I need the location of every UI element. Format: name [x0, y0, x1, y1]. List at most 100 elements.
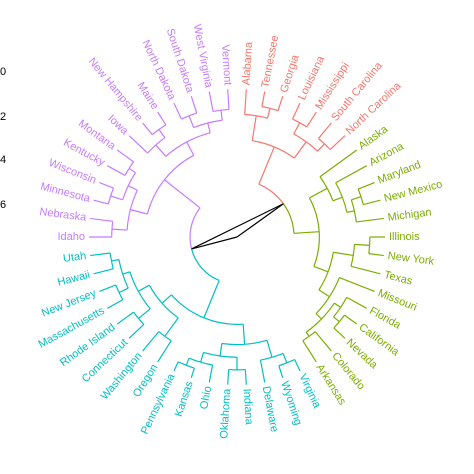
branch-link [110, 195, 123, 201]
branch-arc [274, 146, 295, 159]
leaf-label: Tennessee [259, 34, 281, 89]
leaf-label: Wyoming [278, 380, 304, 427]
branch-link [344, 314, 358, 325]
branch-arc [111, 221, 114, 230]
branch-link [155, 144, 167, 157]
branch-link [332, 196, 343, 202]
branch-arc [350, 199, 355, 211]
branch-link [319, 149, 358, 178]
branch-arc [305, 141, 318, 152]
branch-link [161, 294, 172, 304]
branch-link [309, 187, 328, 199]
branch-link [236, 203, 284, 238]
branch-link [116, 311, 134, 325]
branch-arc [190, 248, 220, 282]
branch-arc [188, 357, 201, 363]
branch-link [142, 122, 153, 136]
leaf-label: Utah [62, 250, 87, 265]
branch-link [335, 165, 367, 184]
branch-link [99, 284, 117, 293]
branch-arc [110, 260, 114, 269]
leaf-label: New Mexico [383, 178, 444, 205]
branch-link [200, 352, 205, 363]
axis-label: 0 [0, 66, 6, 78]
branch-arc [350, 255, 354, 267]
branch-link [293, 141, 307, 159]
branch-link [116, 149, 134, 163]
branch-link [351, 196, 362, 201]
branch-arc [126, 209, 131, 231]
branch-arc [352, 244, 356, 256]
branch-link [227, 369, 230, 385]
branch-arc [122, 273, 129, 289]
branch-arc [165, 141, 187, 157]
branch-link [244, 89, 247, 115]
branch-link [302, 340, 317, 363]
branch-arc [333, 307, 342, 318]
branch-link [266, 340, 273, 358]
branch-arc [221, 342, 245, 346]
branch-arc [308, 197, 320, 232]
branch-arc [110, 187, 115, 197]
branch-link [282, 353, 288, 364]
branch-link [118, 287, 129, 294]
branch-link [329, 135, 346, 150]
branch-link [90, 252, 111, 257]
branch-arc [286, 358, 295, 364]
branch-link [346, 210, 355, 214]
branch-link [157, 111, 167, 126]
branch-arc [258, 183, 284, 205]
branch-arc [155, 137, 166, 146]
branch-arc [146, 179, 165, 215]
axis-label: 6 [0, 199, 6, 211]
branch-link [128, 135, 148, 154]
branch-arc [109, 252, 113, 262]
branch-link [278, 365, 284, 378]
axis-label: 2 [0, 111, 6, 123]
branch-link [266, 108, 271, 119]
branch-arc [189, 207, 201, 250]
branch-link [354, 243, 370, 246]
leaf-label: Hawaii [56, 269, 91, 289]
branch-arc [340, 297, 348, 308]
axis-label: 4 [0, 154, 6, 166]
branch-link [188, 115, 195, 128]
branch-link [333, 251, 354, 257]
branch-link [350, 265, 381, 275]
branch-link [293, 231, 320, 234]
branch-arc [357, 188, 362, 197]
branch-arc [200, 361, 213, 366]
branch-link [164, 317, 179, 337]
branch-arc [207, 119, 223, 124]
branch-link [318, 289, 330, 298]
leaf-label: Indiana [241, 388, 255, 426]
branch-arc [133, 311, 139, 319]
branch-link [157, 340, 172, 363]
branch-link [190, 367, 195, 378]
branch-link [251, 115, 257, 141]
leaf-label: Delaware [260, 385, 280, 433]
branch-link [173, 361, 179, 372]
branch-link [315, 313, 322, 320]
branch-link [207, 122, 211, 133]
branch-arc [327, 252, 334, 273]
branch-link [203, 280, 220, 319]
branch-link [111, 228, 128, 231]
branch-link [164, 179, 201, 209]
branch-arc [203, 317, 244, 325]
branch-link [122, 271, 131, 275]
branch-arc [313, 231, 320, 267]
branch-arc [244, 339, 268, 345]
leaf-label: Alabama [240, 41, 255, 86]
branch-arc [269, 107, 279, 112]
branch-arc [219, 355, 238, 358]
branch-arc [360, 196, 364, 205]
leaf-label: New York [387, 250, 435, 268]
branch-arc [148, 284, 163, 304]
branch-link [314, 331, 332, 352]
branch-arc [118, 259, 124, 275]
branch-arc [147, 144, 157, 154]
branch-link [244, 369, 247, 385]
branch-arc [256, 115, 268, 119]
branch-link [93, 268, 114, 275]
